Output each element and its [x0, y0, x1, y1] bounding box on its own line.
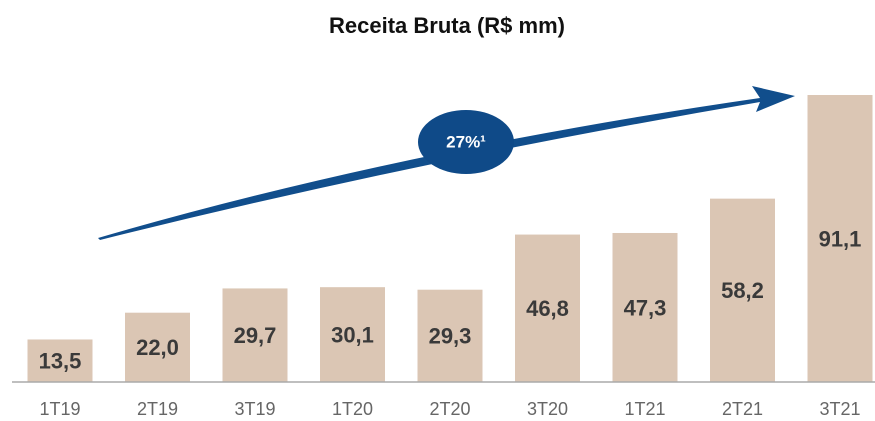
- value-label: 91,1: [819, 226, 862, 251]
- value-label: 47,3: [624, 295, 667, 320]
- x-tick-label: 2T19: [137, 399, 178, 419]
- bar: [710, 198, 775, 382]
- x-tick-label: 3T20: [527, 399, 568, 419]
- bar: [612, 232, 678, 382]
- chart-title: Receita Bruta (R$ mm): [329, 13, 565, 38]
- value-label: 46,8: [526, 296, 569, 321]
- x-tick-label: 3T19: [234, 399, 275, 419]
- value-label: 58,2: [721, 278, 764, 303]
- growth-badge: [418, 110, 514, 174]
- bar: [125, 312, 190, 382]
- value-label: 22,0: [136, 335, 179, 360]
- x-tick-label: 1T21: [624, 399, 665, 419]
- x-tick-label: 2T21: [722, 399, 763, 419]
- x-tick-label: 3T21: [819, 399, 860, 419]
- bar: [222, 288, 288, 382]
- x-tick-label: 1T19: [39, 399, 80, 419]
- value-label: 29,3: [429, 324, 472, 349]
- bar: [27, 339, 93, 382]
- bar: [807, 95, 873, 382]
- growth-arrow: [98, 86, 795, 240]
- value-label: 29,7: [234, 323, 277, 348]
- bar: [417, 289, 483, 382]
- x-tick-label: 1T20: [332, 399, 373, 419]
- x-tick-label: 2T20: [429, 399, 470, 419]
- value-label: 13,5: [39, 349, 82, 374]
- value-label: 30,1: [331, 322, 374, 347]
- growth-label: 27%¹: [446, 132, 486, 151]
- bar: [515, 234, 580, 382]
- bar: [320, 287, 385, 382]
